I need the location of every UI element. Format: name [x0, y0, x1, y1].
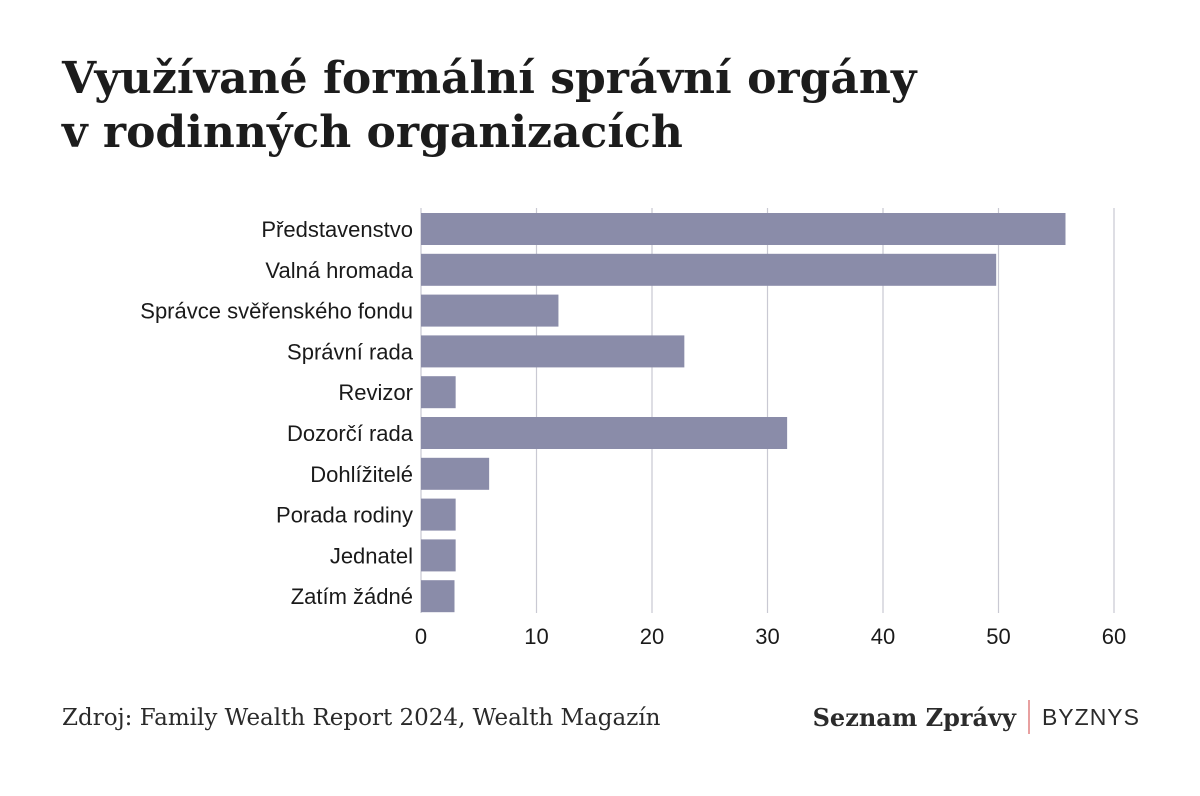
x-tick-label: 30 [755, 624, 779, 649]
bar-layer [421, 213, 1066, 613]
category-label: Správní rada [287, 339, 414, 364]
x-tick-label: 0 [415, 624, 427, 649]
bar [421, 253, 997, 286]
x-tick-label: 50 [986, 624, 1010, 649]
category-label: Valná hromada [265, 258, 413, 283]
chart-title: Využívané formální správní orgány v rodi… [62, 52, 1062, 160]
x-tick-label: 20 [640, 624, 664, 649]
bar [421, 580, 455, 613]
bar [421, 498, 456, 531]
category-label: Představenstvo [261, 217, 413, 242]
x-tick-label: 60 [1102, 624, 1126, 649]
bar [421, 376, 456, 409]
category-labels: Představenstvo Valná hromada Správce svěře… [140, 217, 413, 609]
brand-logo: Seznam Zprávy BYZNYS [813, 700, 1140, 734]
bar [421, 417, 788, 449]
x-tick-label: 10 [524, 624, 548, 649]
category-label: Jednatel [330, 543, 413, 568]
x-tick-label: 40 [871, 624, 895, 649]
chart-title-line-2: v rodinných organizacích [62, 107, 683, 158]
source-note: Zdroj: Family Wealth Report 2024, Wealth… [62, 705, 661, 731]
brand-section: BYZNYS [1041, 703, 1140, 730]
bar [421, 539, 456, 572]
category-label: Revizor [338, 380, 413, 405]
category-label: Dohlížitelé [310, 462, 413, 487]
category-label: Zatím žádné [291, 584, 413, 609]
bar [421, 294, 559, 327]
category-label: Porada rodiny [276, 503, 413, 528]
brand-divider [1027, 700, 1030, 734]
category-label: Dozorčí rada [287, 421, 414, 446]
bar-chart: Představenstvo Valná hromada Správce svěře… [140, 208, 1126, 649]
x-axis-tick-labels: 0 10 20 30 40 50 60 [415, 624, 1126, 649]
brand-name: Seznam Zprávy [812, 702, 1016, 732]
category-label: Správce svěřenského fondu [140, 299, 413, 324]
bar [421, 457, 490, 490]
bar [421, 213, 1066, 245]
bar [421, 335, 685, 368]
chart-title-line-1: Využívané formální správní orgány [62, 53, 917, 104]
